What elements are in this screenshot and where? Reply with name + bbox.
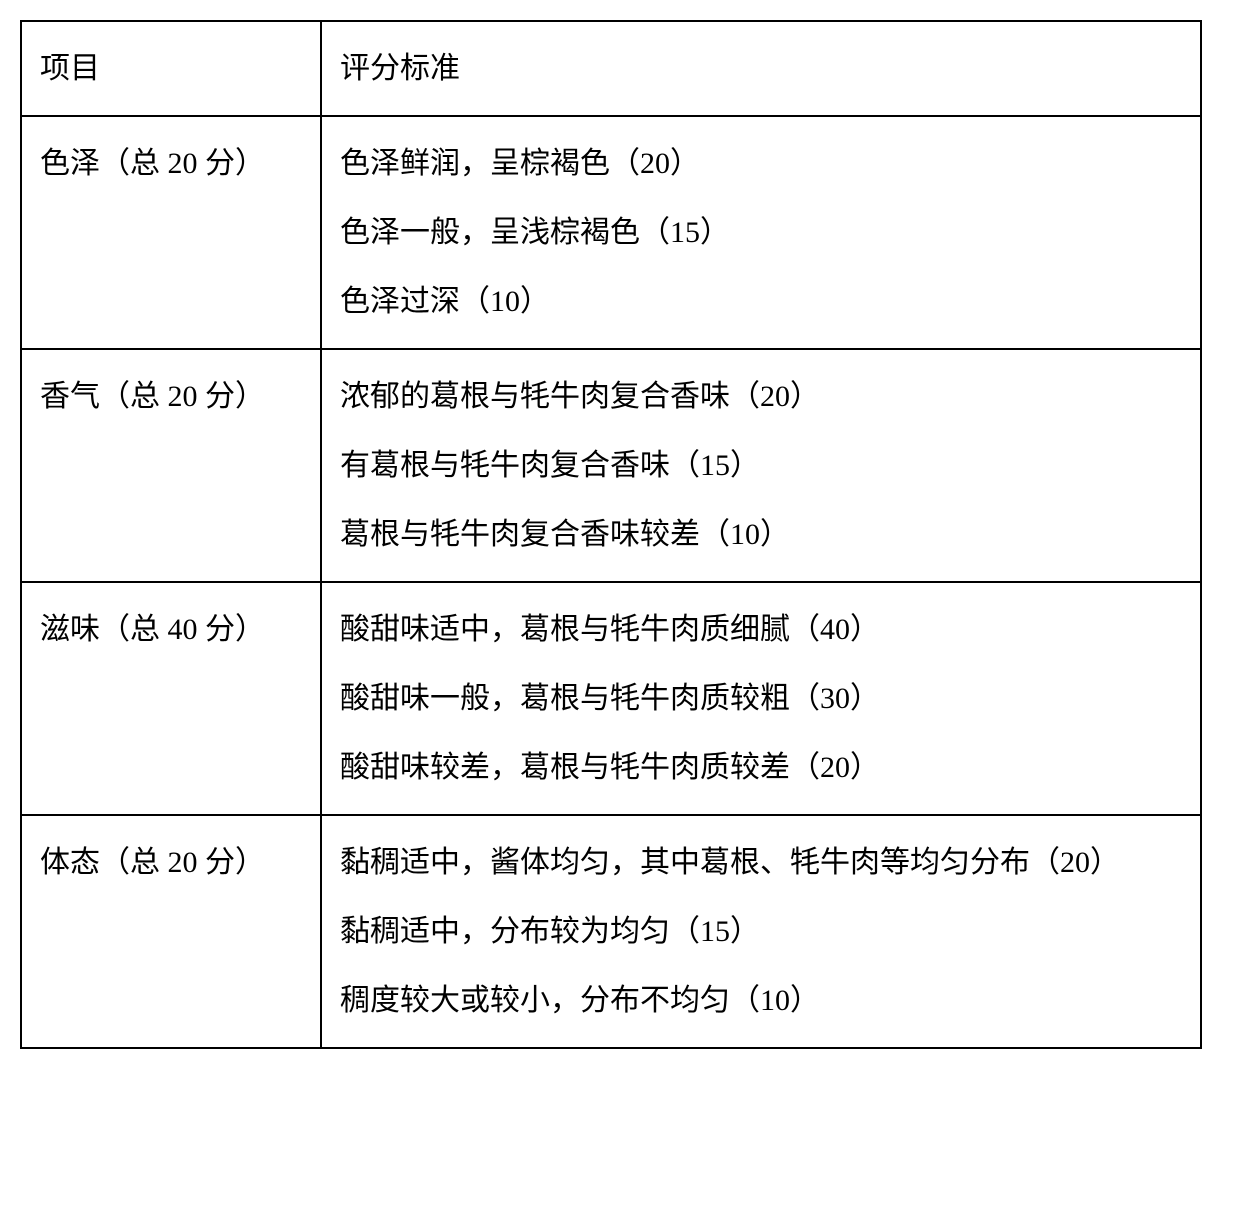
criteria-line: 酸甜味适中，葛根与牦牛肉质细腻（40） [340,595,1182,664]
table-row: 香气（总 20 分） 浓郁的葛根与牦牛肉复合香味（20） 有葛根与牦牛肉复合香味… [21,349,1201,582]
item-name: 色泽（总 20 分） [21,116,321,349]
criteria-line: 黏稠适中，分布较为均匀（15） [340,897,1182,966]
scoring-table: 项目 评分标准 色泽（总 20 分） 色泽鲜润，呈棕褐色（20） 色泽一般，呈浅… [20,20,1202,1049]
criteria-line: 浓郁的葛根与牦牛肉复合香味（20） [340,362,1182,431]
header-criteria: 评分标准 [321,21,1201,116]
criteria-line: 酸甜味较差，葛根与牦牛肉质较差（20） [340,733,1182,802]
item-name: 体态（总 20 分） [21,815,321,1048]
criteria-line: 色泽一般，呈浅棕褐色（15） [340,198,1182,267]
header-row: 项目 评分标准 [21,21,1201,116]
criteria-line: 黏稠适中，酱体均匀，其中葛根、牦牛肉等均匀分布（20） [340,828,1182,897]
item-name: 香气（总 20 分） [21,349,321,582]
criteria-line: 酸甜味一般，葛根与牦牛肉质较粗（30） [340,664,1182,733]
item-criteria: 色泽鲜润，呈棕褐色（20） 色泽一般，呈浅棕褐色（15） 色泽过深（10） [321,116,1201,349]
item-name: 滋味（总 40 分） [21,582,321,815]
criteria-line: 有葛根与牦牛肉复合香味（15） [340,431,1182,500]
table-row: 色泽（总 20 分） 色泽鲜润，呈棕褐色（20） 色泽一般，呈浅棕褐色（15） … [21,116,1201,349]
item-criteria: 酸甜味适中，葛根与牦牛肉质细腻（40） 酸甜味一般，葛根与牦牛肉质较粗（30） … [321,582,1201,815]
criteria-line: 稠度较大或较小，分布不均匀（10） [340,966,1182,1035]
table-row: 体态（总 20 分） 黏稠适中，酱体均匀，其中葛根、牦牛肉等均匀分布（20） 黏… [21,815,1201,1048]
item-criteria: 黏稠适中，酱体均匀，其中葛根、牦牛肉等均匀分布（20） 黏稠适中，分布较为均匀（… [321,815,1201,1048]
header-item: 项目 [21,21,321,116]
table-row: 滋味（总 40 分） 酸甜味适中，葛根与牦牛肉质细腻（40） 酸甜味一般，葛根与… [21,582,1201,815]
criteria-line: 色泽鲜润，呈棕褐色（20） [340,129,1182,198]
criteria-line: 葛根与牦牛肉复合香味较差（10） [340,500,1182,569]
item-criteria: 浓郁的葛根与牦牛肉复合香味（20） 有葛根与牦牛肉复合香味（15） 葛根与牦牛肉… [321,349,1201,582]
criteria-line: 色泽过深（10） [340,267,1182,336]
